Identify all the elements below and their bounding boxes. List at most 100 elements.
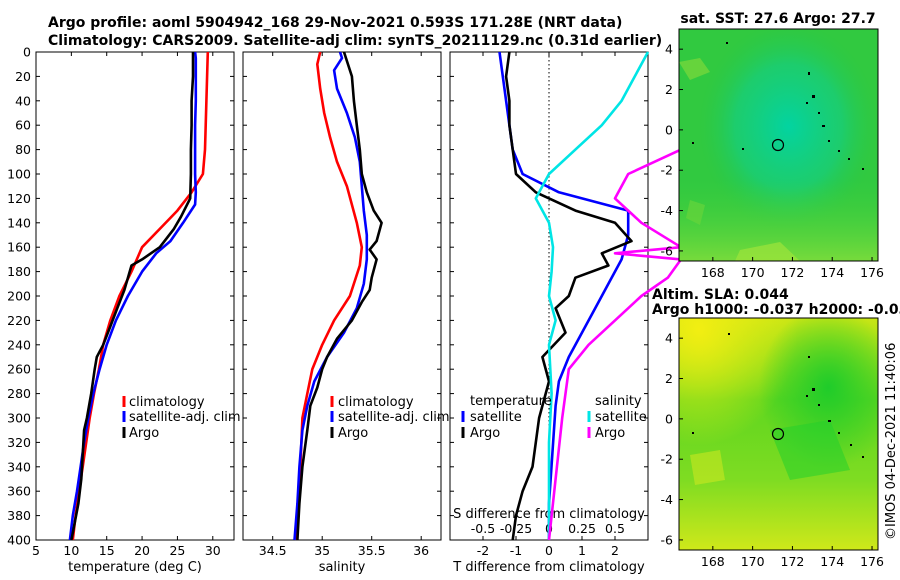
y-tick-label: 100: [7, 167, 31, 182]
y-tick-label: 280: [7, 386, 31, 401]
legend-climatology: climatology: [129, 395, 205, 410]
legend-s-satellite: satellite: [595, 410, 647, 425]
x-tick-label: 35: [314, 543, 330, 558]
y-tick-label: 340: [7, 459, 31, 474]
x2-tick-label: 0.25: [568, 521, 596, 536]
legend-salinity-title: salinity: [595, 394, 642, 409]
sst-map-axes: 168 170 172 174 176 -6 -4 -2 0 2 4: [661, 42, 884, 280]
legend-argo: Argo: [129, 426, 159, 441]
map-y-tick-label: -4: [661, 203, 674, 218]
x-tick-label: 1: [578, 543, 586, 558]
series-temperature-argo: [504, 51, 633, 541]
map-x-tick-label: 172: [781, 265, 805, 280]
y-tick-label: 260: [7, 362, 31, 377]
legend-temperature-title: temperature: [470, 394, 552, 409]
sst-map: [679, 29, 878, 261]
y-tick-label: 0: [23, 45, 31, 60]
series-argo: [70, 52, 195, 541]
x-tick-label: 2: [611, 543, 619, 558]
map-y-tick-label: -4: [661, 492, 674, 507]
series-climatology: [295, 51, 364, 541]
y-tick-label: 80: [15, 142, 31, 157]
x-tick-label: 30: [205, 543, 221, 558]
x-tick-label: 20: [134, 543, 150, 558]
map-y-tick-label: -6: [661, 243, 674, 258]
difference-legend: temperature satellite Argo salinity sate…: [461, 394, 647, 441]
map-x-tick-label: 176: [860, 554, 884, 569]
plot-frame: [242, 51, 442, 541]
series-satellite-adj-clim: [293, 51, 369, 541]
x-tick-label: -1: [510, 543, 522, 558]
temperature-panel: 0 20 40 60 80 100 120 140 160 180 200 220 240 260 280 3…: [7, 45, 235, 575]
sla-map: [679, 318, 878, 550]
y-tick-label: 20: [15, 69, 31, 84]
y-tick-label: 300: [7, 411, 31, 426]
series-satellite-adj-clim: [68, 51, 198, 541]
x-tick-label: 10: [63, 543, 79, 558]
legend-t-satellite: satellite: [470, 410, 522, 425]
island-markers: [692, 42, 864, 170]
y-tick-label: 220: [7, 313, 31, 328]
map-y-tick-label: 2: [665, 82, 673, 97]
map-x-tick-label: 170: [741, 265, 765, 280]
x-tick-label: 34.5: [259, 543, 287, 558]
y-tick-label: 200: [7, 289, 31, 304]
x-tick-label: 15: [99, 543, 115, 558]
y-tick-label: 380: [7, 508, 31, 523]
y-tick-label: 120: [7, 191, 31, 206]
map-x-tick-label: 168: [701, 554, 725, 569]
map-y-tick-label: 4: [665, 42, 673, 57]
legend-t-argo: Argo: [470, 426, 500, 441]
y-tick-label: 240: [7, 337, 31, 352]
map-x-tick-label: 172: [781, 554, 805, 569]
map-x-tick-label: 174: [820, 265, 844, 280]
map-y-tick-label: -2: [661, 163, 673, 178]
y-tick-label: 320: [7, 435, 31, 450]
x-axis-label: temperature (deg C): [68, 560, 202, 575]
x-tick-label: 36: [413, 543, 429, 558]
map-x-tick-label: 176: [860, 265, 884, 280]
x-tick-label: 25: [169, 543, 185, 558]
x-tick-label: -2: [477, 543, 489, 558]
map-y-tick-label: 2: [665, 371, 673, 386]
legend-satellite-adj: satellite-adj. clim: [129, 410, 241, 425]
y-tick-label: 40: [15, 93, 31, 108]
y-tick-label: 360: [7, 484, 31, 499]
series-climatology: [71, 51, 210, 541]
argo-position-marker: [771, 427, 785, 441]
map-y-tick-label: 4: [665, 331, 673, 346]
x-axis-label: T difference from climatology: [452, 560, 645, 575]
map-y-tick-label: -2: [661, 452, 673, 467]
y-tick-label: 180: [7, 264, 31, 279]
sla-map-title-1: Altim. SLA: 0.044: [652, 287, 789, 303]
x2-tick-label: -0.5: [471, 521, 495, 536]
y-tick-label: 160: [7, 240, 31, 255]
x-tick-label: 0: [545, 543, 553, 558]
map-x-tick-label: 170: [741, 554, 765, 569]
argo-position-marker: [771, 138, 785, 152]
salinity-legend: climatology satellite-adj. clim Argo: [330, 395, 450, 441]
series-temperature-satellite: [498, 51, 630, 540]
series-salinity-satellite: [534, 51, 650, 540]
plot-frame: [35, 51, 235, 541]
map-y-tick-label: 0: [665, 122, 673, 137]
x2-tick-label: -0.25: [500, 521, 532, 536]
sst-map-title: sat. SST: 27.6 Argo: 27.7: [680, 11, 875, 27]
figure-title-line1: Argo profile: aoml 5904942_168 29-Nov-20…: [48, 15, 622, 31]
series-argo: [296, 51, 383, 541]
legend-argo: Argo: [338, 426, 368, 441]
map-y-tick-label: 0: [665, 411, 673, 426]
map-y-tick-label: -6: [661, 532, 674, 547]
x-tick-label: 5: [32, 543, 40, 558]
x-axis-label: salinity: [319, 560, 366, 575]
figure-title-line2: Climatology: CARS2009. Satellite-adj cli…: [48, 33, 662, 49]
legend-s-argo: Argo: [595, 426, 625, 441]
imos-credit: ©IMOS 04-Dec-2021 11:40:06: [884, 343, 899, 540]
legend-climatology: climatology: [338, 395, 414, 410]
map-x-tick-label: 168: [701, 265, 725, 280]
x-tick-label: 35.5: [358, 543, 386, 558]
legend-satellite-adj: satellite-adj. clim: [338, 410, 450, 425]
salinity-panel: 34.5 35 35.5 36 salinity: [242, 51, 442, 575]
temperature-legend: climatology satellite-adj. clim Argo: [122, 395, 241, 441]
